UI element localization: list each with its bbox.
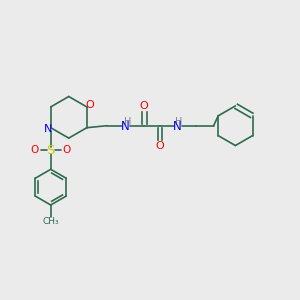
Text: CH₃: CH₃	[42, 217, 59, 226]
Text: N: N	[121, 120, 130, 133]
Text: H: H	[124, 117, 131, 127]
Text: O: O	[85, 100, 94, 110]
Text: N: N	[44, 124, 52, 134]
Text: O: O	[156, 140, 164, 151]
Text: O: O	[140, 101, 148, 111]
Text: N: N	[172, 120, 181, 133]
Text: O: O	[31, 146, 39, 155]
Text: S: S	[46, 144, 55, 157]
Text: O: O	[62, 146, 71, 155]
Text: H: H	[175, 117, 183, 127]
